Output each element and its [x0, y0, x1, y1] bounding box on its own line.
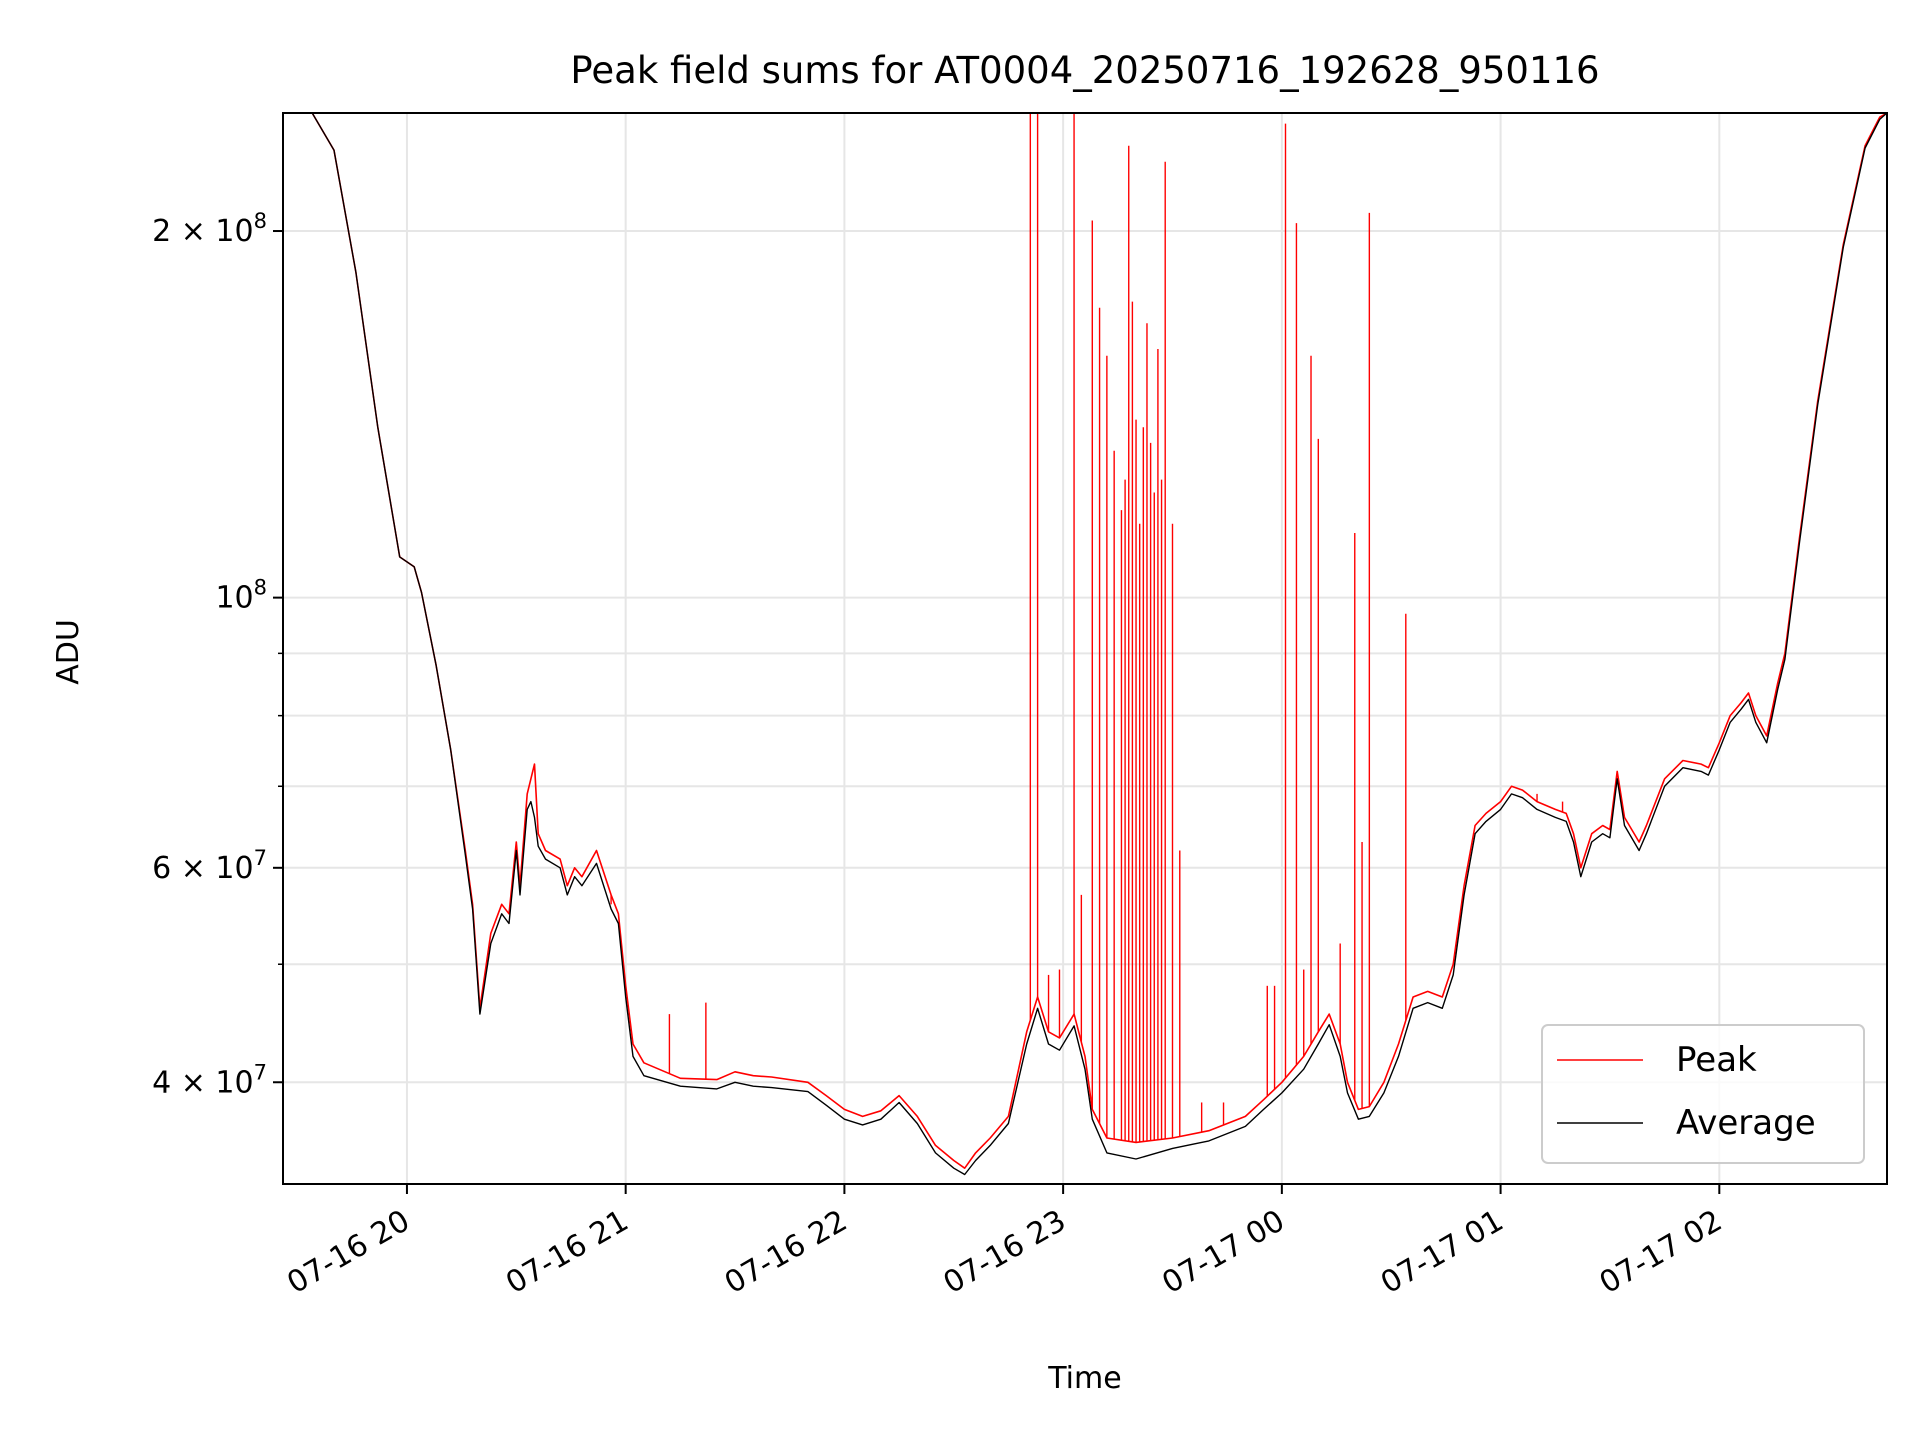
y-tick-label-base: 4 × 10	[152, 1065, 253, 1100]
y-tick-label: 2 × 108	[152, 209, 267, 249]
y-tick-label-base: 10	[215, 581, 253, 616]
series-line-peak	[283, 113, 1887, 1169]
x-axis-label: Time	[1047, 1361, 1121, 1396]
y-tick-label: 6 × 107	[152, 846, 267, 886]
legend-average-label: Average	[1676, 1103, 1816, 1143]
y-tick-label-exponent: 8	[254, 576, 267, 600]
legend: Peak Average	[1541, 1024, 1865, 1164]
plot-frame	[282, 112, 1888, 1185]
series-line-average	[283, 113, 1887, 1176]
y-tick-label-exponent: 7	[254, 846, 267, 870]
legend-peak-label: Peak	[1676, 1040, 1757, 1080]
chart-title: Peak field sums for AT0004_20250716_1926…	[570, 49, 1599, 92]
grid	[283, 113, 1887, 1184]
y-tick-label-exponent: 7	[254, 1060, 267, 1084]
y-tick-label-base: 2 × 10	[152, 214, 253, 249]
y-tick-label: 4 × 107	[152, 1060, 267, 1100]
y-axis-label: ADU	[51, 619, 86, 685]
y-tick-label-base: 6 × 10	[152, 851, 253, 886]
series-layer	[283, 113, 1887, 1176]
y-tick-label-exponent: 8	[254, 209, 267, 233]
y-tick-label: 108	[215, 576, 267, 616]
